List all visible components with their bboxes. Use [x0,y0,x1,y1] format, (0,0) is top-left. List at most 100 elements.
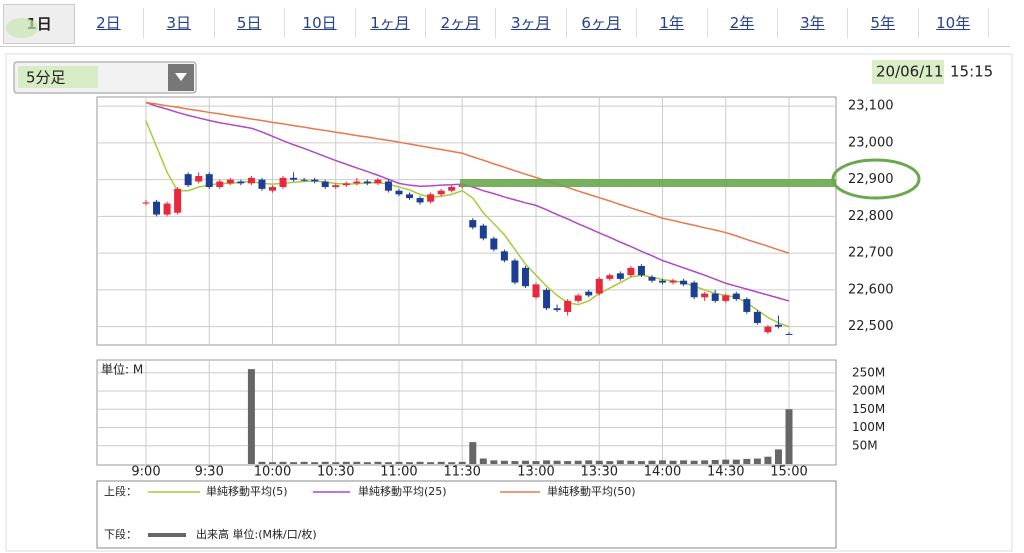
volume-bar [353,461,361,464]
legend-title: 上段： [104,484,137,498]
candle-body [785,333,793,335]
volume-bar [743,458,751,464]
y-tick-label: 100M [852,420,885,434]
candle-body [353,181,361,184]
volume-bar [690,460,698,464]
period-tab[interactable]: 3ヶ月 [496,8,567,38]
period-tab[interactable]: 10日 [285,8,356,38]
candle-body [237,181,245,184]
candle-body [300,179,308,181]
candle-body [521,267,529,287]
volume-bar [395,461,403,464]
volume-bar [321,461,329,464]
candle-body [416,198,424,203]
candle-body [363,181,371,184]
candle-body [216,181,224,188]
period-tab[interactable]: 2ヶ月 [425,8,497,38]
annotation-circle [831,158,921,200]
y-tick-label: 150M [852,402,885,416]
candle-body [184,174,192,186]
volume-bar [332,462,340,464]
dropdown-arrow [175,73,187,81]
candle-body [659,280,667,283]
period-tab[interactable]: 6ヶ月 [566,8,638,38]
candle-body [490,238,498,250]
volume-bar [722,459,730,464]
candle-body [384,181,392,191]
x-tick-label: 10:00 [254,465,291,480]
volume-bar [311,462,319,464]
candle-body [722,295,730,301]
period-tab[interactable]: 2日 [73,8,145,38]
candle-body [437,190,445,195]
plot-area [96,96,837,346]
candle-body [247,177,255,184]
x-tick-label: 11:30 [443,465,480,480]
volume-bar [427,462,435,464]
candle-body [258,179,266,189]
y-tick-label: 22,700 [848,246,894,261]
volume-bar [553,460,561,464]
volume-bar [268,462,276,464]
candle-body [616,273,624,279]
period-tab[interactable]: 3年 [777,8,849,38]
date: 20/06/11 [876,63,943,81]
candle-body [595,278,603,294]
period-tab[interactable]: 2年 [707,8,778,38]
volume-bar [595,460,603,464]
candle-body [479,225,487,239]
y-tick-label: 50M [852,438,878,452]
period-tab[interactable]: 5日 [214,8,286,38]
volume-bar [416,461,424,464]
x-tick-label: 14:00 [644,465,681,480]
period-tab[interactable]: 3日 [144,8,215,38]
candle-body [195,175,203,182]
candle-body [427,194,435,202]
candle-body [743,299,751,312]
volume-bar [406,462,414,464]
y-tick-label: 22,500 [848,319,894,334]
candle-body [753,311,761,323]
legend-label: 出来高 単位:(M株/口/枚) [196,527,317,541]
candle-body [142,202,150,204]
candle-body [690,282,698,298]
volume-bar [437,461,445,464]
volume-bar [469,442,477,464]
volume-bar [564,461,572,464]
candle-body [606,275,614,279]
volume-bar [479,458,487,464]
volume-bar [458,461,466,464]
highlight [18,66,98,88]
volume-bar [279,461,287,464]
volume-bar [500,460,508,464]
volume-bar [521,460,529,464]
y-tick-label: 200M [852,384,885,398]
volume-bar [374,461,382,464]
legend-title: 下段： [104,527,137,541]
interval-dropdown[interactable]: 5分足 [13,61,197,94]
y-tick-label: 22,600 [848,282,894,297]
period-tab[interactable]: 1ヶ月 [355,8,426,38]
period-tab[interactable]: 1年 [637,8,708,38]
x-tick-label: 11:00 [380,465,417,480]
period-tab[interactable]: 5年 [848,8,919,38]
candle-body [226,179,234,184]
volume-bar [669,460,677,464]
legend-label: 単純移動平均(50) [547,484,636,498]
candle-body [153,201,161,215]
x-tick-label: 10:30 [317,465,354,480]
candle-body [732,293,740,300]
candle-body [321,181,329,188]
y-tick-label: 23,000 [848,135,894,150]
period-tab[interactable]: 10年 [918,8,990,38]
candle-body [395,190,403,195]
unit-label: 単位: M [101,362,143,377]
candle-body [174,188,182,213]
volume-bar [764,456,772,464]
highlight [6,18,38,38]
candle-body [774,324,782,327]
volume-bar [680,460,688,464]
volume-bar [511,461,519,464]
